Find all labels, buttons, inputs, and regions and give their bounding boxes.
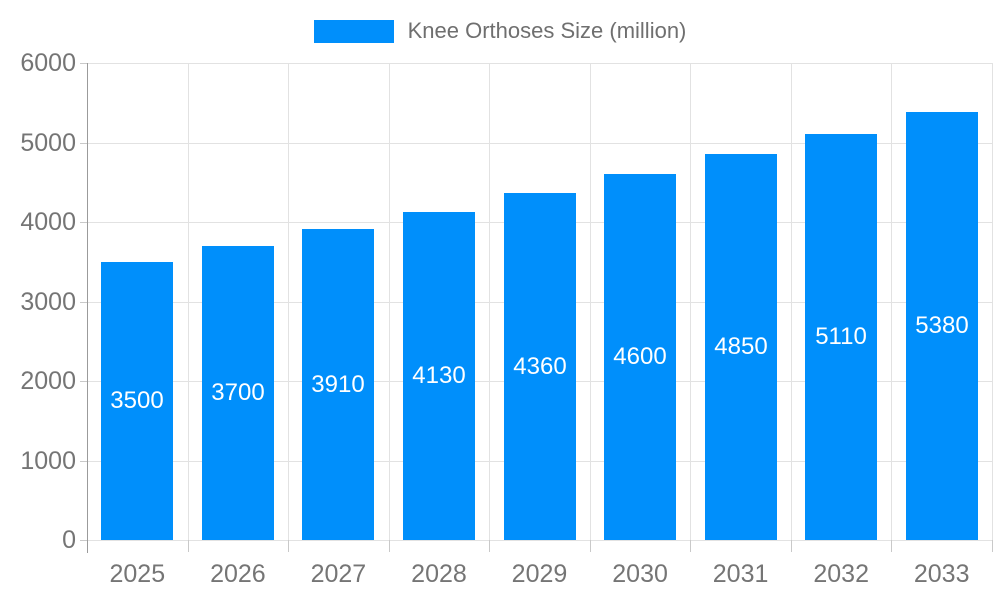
- bar[interactable]: [202, 245, 274, 540]
- y-tick-label: 3000: [20, 288, 76, 316]
- x-axis-tick: [891, 540, 892, 552]
- y-tick-label: 1000: [20, 447, 76, 475]
- x-axis-tick: [992, 540, 993, 552]
- gridline-horizontal: [87, 540, 992, 541]
- x-tick-label: 2028: [411, 560, 467, 588]
- gridline-vertical: [992, 63, 993, 540]
- y-tick-label: 6000: [20, 49, 76, 77]
- bar[interactable]: [504, 193, 576, 540]
- x-axis-tick: [389, 540, 390, 552]
- x-tick-label: 2031: [712, 560, 769, 588]
- y-tick-label: 2000: [20, 367, 76, 395]
- y-axis-tick: [80, 461, 87, 462]
- bar-value-label: 5110: [815, 322, 867, 350]
- gridline-vertical: [891, 63, 892, 540]
- y-axis-tick: [80, 143, 87, 144]
- bar-value-label: 3700: [211, 378, 265, 406]
- bar[interactable]: [302, 229, 374, 540]
- x-axis-tick: [288, 540, 289, 552]
- x-tick-label: 2026: [210, 560, 266, 588]
- x-tick-label: 2029: [511, 560, 568, 588]
- y-axis-tick: [80, 63, 87, 64]
- legend-marker-icon[interactable]: [313, 19, 394, 43]
- y-axis-tick: [80, 540, 87, 541]
- bar[interactable]: [403, 211, 475, 540]
- x-tick-label: 2025: [109, 560, 166, 588]
- bar[interactable]: [101, 261, 173, 541]
- legend-label[interactable]: Knee Orthoses Size (million): [407, 18, 687, 43]
- gridline-vertical: [188, 63, 189, 540]
- x-axis-tick: [590, 540, 591, 552]
- bar-value-label: 4360: [513, 352, 567, 380]
- x-axis-tick: [489, 540, 490, 552]
- x-tick-label: 2030: [612, 560, 668, 588]
- x-tick-label: 2032: [813, 560, 869, 588]
- bar[interactable]: [604, 174, 676, 540]
- gridline-horizontal: [87, 143, 992, 144]
- y-axis-tick: [80, 381, 87, 382]
- bar-value-label: 4600: [613, 343, 667, 371]
- y-tick-label: 0: [62, 526, 76, 554]
- x-tick-label: 2033: [913, 560, 970, 588]
- gridline-vertical: [389, 63, 390, 540]
- gridline-vertical: [489, 63, 490, 540]
- y-tick-label: 5000: [20, 129, 76, 157]
- bar-value-label: 4130: [412, 361, 466, 389]
- bar[interactable]: [906, 112, 978, 540]
- x-axis-tick: [791, 540, 792, 552]
- x-axis-tick: [188, 540, 189, 552]
- x-tick-label: 2027: [310, 560, 367, 588]
- chart-legend: Knee Orthoses Size (million): [0, 17, 1000, 45]
- x-axis-tick: [690, 540, 691, 552]
- bar[interactable]: [705, 154, 777, 540]
- gridline-vertical: [590, 63, 591, 540]
- bar-value-label: 4850: [714, 333, 768, 361]
- bar-value-label: 5380: [915, 312, 969, 340]
- bar-value-label: 3500: [110, 386, 164, 414]
- y-axis-line: [87, 63, 88, 553]
- y-axis-tick: [80, 302, 87, 303]
- y-axis-tick: [80, 222, 87, 223]
- gridline-vertical: [690, 63, 691, 540]
- gridline-vertical: [288, 63, 289, 540]
- bar[interactable]: [805, 133, 877, 540]
- y-tick-label: 4000: [20, 208, 76, 236]
- gridline-horizontal: [87, 63, 992, 64]
- bar-value-label: 3910: [311, 370, 365, 398]
- gridline-vertical: [791, 63, 792, 540]
